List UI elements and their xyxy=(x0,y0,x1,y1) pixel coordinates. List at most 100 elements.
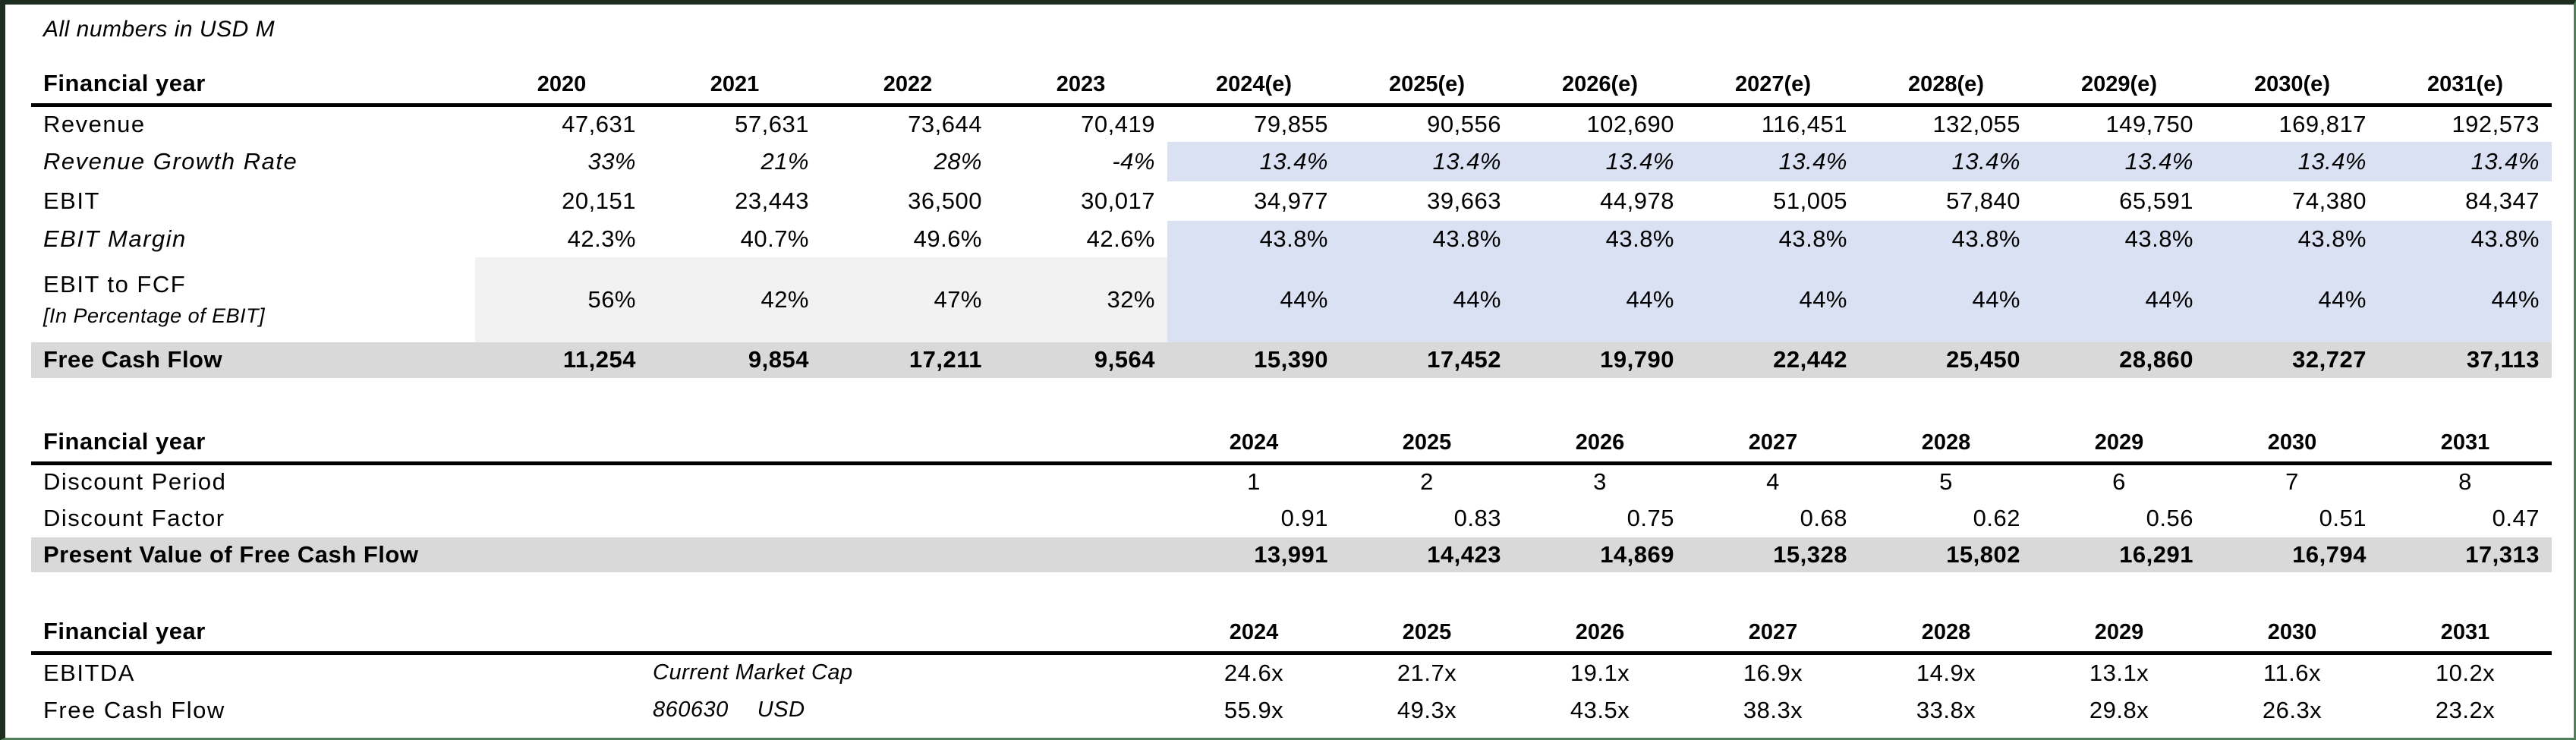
free-cash-flow-cell: 32,727 xyxy=(2206,342,2379,378)
year-header: 2026 xyxy=(1513,610,1687,655)
table3-header-label: Financial year xyxy=(31,610,1168,655)
year-header: 2028 xyxy=(1860,420,2033,465)
ebit-to-fcf-cell: 47% xyxy=(821,257,994,342)
year-header: 2029(e) xyxy=(2033,62,2206,107)
revenue-cell: 90,556 xyxy=(1427,110,1501,137)
market-cap-note: Current Market Cap xyxy=(653,660,853,685)
free-cash-flow-cell: 9,854 xyxy=(648,342,821,378)
discounting-table: Financial year 2024 2025 2026 2027 2028 2029 2… xyxy=(31,420,2552,572)
year-header: 2023 xyxy=(994,62,1167,107)
forecast-table: Financial year 2020 2021 2022 2023 2024(e) 20… xyxy=(31,62,2552,378)
ebit-margin-cell: 42.6% xyxy=(1086,225,1155,252)
free-cash-flow-cell: 19,790 xyxy=(1513,342,1686,378)
ebit-to-fcf-cell: 44% xyxy=(1167,257,1340,342)
ebitda-label: EBITDA xyxy=(43,659,135,686)
revenue-growth-cell: 13.4% xyxy=(1686,141,1860,181)
revenue-growth-cell: 28% xyxy=(934,147,982,175)
ebit-to-fcf-label-line1: EBIT to FCF xyxy=(43,271,187,298)
revenue-cell: 47,631 xyxy=(562,110,636,137)
ebitda-multiple-cell: 14.9x xyxy=(1916,659,1976,686)
year-header: 2031(e) xyxy=(2379,62,2552,107)
ebit-margin-cell: 43.8% xyxy=(1860,220,2033,257)
ebit-to-fcf-label-line2: [In Percentage of EBIT] xyxy=(43,304,266,327)
ebit-margin-cell: 43.8% xyxy=(1686,220,1860,257)
discount-period-cell: 6 xyxy=(2112,468,2126,496)
market-cap-amount: 860630 xyxy=(653,697,729,722)
free-cash-flow-cell: 17,211 xyxy=(821,342,994,378)
year-header: 2027 xyxy=(1686,420,1860,465)
ebit-cell: 23,443 xyxy=(735,187,809,214)
ebit-to-fcf-cell: 44% xyxy=(1686,257,1860,342)
table2-header-row: Financial year 2024 2025 2026 2027 2028 2029 2… xyxy=(31,420,2552,465)
discount-factor-cell: 0.91 xyxy=(1280,505,1329,531)
year-header: 2031 xyxy=(2379,610,2552,655)
year-header: 2029 xyxy=(2033,610,2206,655)
fcf-multiple-cell: 49.3x xyxy=(1397,696,1457,723)
ebit-margin-cell: 42.3% xyxy=(567,225,636,252)
pv-fcf-cell: 15,328 xyxy=(1686,537,1860,572)
ebit-to-fcf-cell: 44% xyxy=(2379,257,2552,342)
discount-period-label: Discount Period xyxy=(43,468,227,496)
revenue-growth-cell: 13.4% xyxy=(1513,141,1686,181)
discount-factor-cell: 0.56 xyxy=(2146,505,2194,531)
ebit-to-fcf-cell: 56% xyxy=(475,257,648,342)
revenue-growth-cell: -4% xyxy=(1112,147,1155,175)
revenue-growth-cell: 13.4% xyxy=(1860,141,2033,181)
free-cash-flow-row: Free Cash Flow 11,254 9,854 17,211 9,564 15,… xyxy=(31,342,2552,378)
fcf-multiple-label: Free Cash Flow xyxy=(43,696,225,723)
ebit-to-fcf-label: EBIT to FCF [In Percentage of EBIT] xyxy=(31,257,475,342)
pv-fcf-cell: 13,991 xyxy=(1167,537,1341,572)
revenue-cell: 149,750 xyxy=(2105,110,2193,137)
revenue-cell: 132,055 xyxy=(1932,110,2020,137)
ebit-cell: 30,017 xyxy=(1081,187,1155,214)
revenue-growth-cell: 13.4% xyxy=(2379,141,2552,181)
units-note: All numbers in USD M xyxy=(43,17,276,42)
ebit-cell: 84,347 xyxy=(2465,187,2540,214)
discount-period-cell: 3 xyxy=(1593,468,1607,496)
free-cash-flow-label: Free Cash Flow xyxy=(31,342,475,378)
pv-fcf-cell: 16,291 xyxy=(2033,537,2206,572)
revenue-cell: 57,631 xyxy=(735,110,809,137)
ebit-to-fcf-cell: 42% xyxy=(648,257,821,342)
discount-period-cell: 8 xyxy=(2458,468,2472,496)
year-header: 2024 xyxy=(1167,420,1341,465)
revenue-growth-cell: 21% xyxy=(761,147,809,175)
ebit-margin-cell: 43.8% xyxy=(2206,220,2379,257)
year-header: 2026(e) xyxy=(1513,62,1686,107)
ebitda-multiple-cell: 13.1x xyxy=(2089,659,2149,686)
revenue-growth-cell: 13.4% xyxy=(2206,141,2379,181)
ebit-label: EBIT xyxy=(43,187,100,214)
table1-header-row: Financial year 2020 2021 2022 2023 2024(e) 20… xyxy=(31,62,2552,107)
fcf-multiple-cell: 23.2x xyxy=(2435,696,2496,723)
ebit-to-fcf-row: EBIT to FCF [In Percentage of EBIT] 56% 4… xyxy=(31,257,2552,342)
free-cash-flow-cell: 9,564 xyxy=(994,342,1167,378)
fcf-multiple-cell: 43.5x xyxy=(1570,696,1630,723)
ebit-margin-cell: 49.6% xyxy=(913,225,982,252)
free-cash-flow-cell: 22,442 xyxy=(1686,342,1860,378)
ebit-cell: 51,005 xyxy=(1773,187,1847,214)
discount-period-cell: 4 xyxy=(1766,468,1780,496)
year-header: 2027(e) xyxy=(1686,62,1860,107)
ebit-cell: 34,977 xyxy=(1254,187,1328,214)
pv-fcf-cell: 17,313 xyxy=(2379,537,2552,572)
year-header: 2030 xyxy=(2206,420,2379,465)
revenue-cell: 73,644 xyxy=(908,110,982,137)
ebit-margin-cell: 43.8% xyxy=(1167,220,1340,257)
discount-period-cell: 2 xyxy=(1420,468,1434,496)
revenue-label: Revenue xyxy=(43,110,146,137)
ebit-margin-row: EBIT Margin 42.3% 40.7% 49.6% 42.6% 43.8% 43.… xyxy=(31,220,2552,257)
discount-factor-cell: 0.51 xyxy=(2319,505,2367,531)
revenue-cell: 116,451 xyxy=(1761,110,1847,137)
discount-factor-row: Discount Factor 0.91 0.83 0.75 0.68 0.62 0.56… xyxy=(31,499,2552,537)
discount-factor-cell: 0.62 xyxy=(1973,505,2021,531)
revenue-growth-label: Revenue Growth Rate xyxy=(43,147,298,175)
discount-factor-cell: 0.75 xyxy=(1627,505,1675,531)
free-cash-flow-cell: 28,860 xyxy=(2033,342,2206,378)
market-cap-value: 860630 USD xyxy=(648,691,1167,729)
pv-fcf-cell: 15,802 xyxy=(1860,537,2033,572)
ebit-to-fcf-cell: 32% xyxy=(994,257,1167,342)
year-header: 2020 xyxy=(475,62,648,107)
pv-fcf-cell: 14,869 xyxy=(1513,537,1687,572)
pv-fcf-cell: 16,794 xyxy=(2206,537,2379,572)
